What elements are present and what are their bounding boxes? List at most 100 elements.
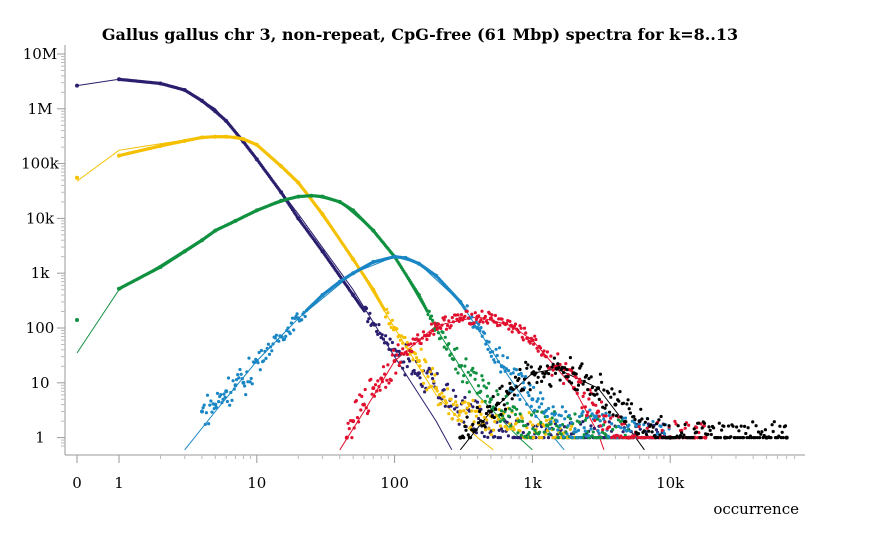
data-point [488, 404, 492, 408]
data-point [628, 411, 633, 415]
data-point [278, 189, 282, 193]
data-point [209, 399, 213, 403]
data-point [544, 355, 548, 359]
data-point [382, 341, 387, 345]
data-point [501, 397, 505, 401]
data-point [443, 404, 447, 408]
data-point [226, 376, 231, 380]
data-point [471, 405, 475, 409]
data-point [386, 363, 390, 367]
data-point [415, 356, 419, 360]
data-point [303, 314, 307, 319]
data-point [375, 389, 379, 393]
data-point [504, 367, 508, 371]
data-point [410, 349, 414, 354]
data-point [395, 349, 399, 353]
x-tick-label: 1 [114, 474, 124, 492]
data-point [446, 323, 450, 328]
data-point [520, 416, 524, 420]
data-point [560, 405, 565, 409]
data-point [380, 380, 384, 384]
data-point [525, 436, 529, 440]
data-point [237, 376, 241, 380]
data-point [232, 387, 236, 391]
data-point [568, 427, 573, 431]
data-point [528, 341, 532, 345]
data-point [590, 434, 594, 438]
data-point [295, 312, 299, 316]
data-point [434, 386, 439, 391]
data-point [245, 370, 249, 374]
data-point [373, 323, 378, 327]
data-point [75, 83, 79, 88]
data-point [451, 402, 455, 406]
data-point [507, 327, 511, 331]
data-point [575, 388, 579, 392]
data-point [595, 414, 599, 418]
data-point [443, 399, 447, 403]
data-point [737, 429, 741, 433]
data-point [545, 350, 550, 354]
data-point [432, 379, 436, 383]
data-point [741, 436, 746, 440]
data-point [440, 391, 444, 395]
data-point [610, 387, 614, 391]
data-point [607, 420, 611, 424]
data-point [464, 357, 468, 361]
data-point [391, 348, 396, 352]
data-point [533, 428, 537, 432]
data-point [527, 381, 531, 385]
data-point [485, 421, 489, 425]
data-point [253, 360, 257, 365]
data-point [475, 400, 480, 404]
data-point [493, 360, 497, 364]
data-point [621, 430, 625, 434]
data-point [550, 373, 554, 377]
data-point [662, 423, 667, 427]
data-point [413, 371, 417, 376]
data-point [564, 362, 568, 366]
data-point [511, 371, 515, 375]
data-point [484, 386, 488, 390]
data-point [630, 419, 635, 423]
data-point [603, 406, 607, 410]
data-point [483, 425, 487, 429]
data-point [502, 417, 506, 421]
data-point [224, 389, 229, 394]
data-point [410, 372, 414, 376]
data-point [496, 417, 500, 422]
data-point [284, 334, 288, 338]
data-point [524, 331, 528, 335]
data-point [411, 358, 415, 362]
data-point [265, 346, 269, 350]
data-point [528, 436, 533, 440]
data-point [596, 429, 600, 433]
data-point [444, 327, 449, 331]
data-point [477, 416, 481, 421]
data-point [379, 336, 383, 340]
data-point [560, 423, 565, 427]
data-point [589, 424, 593, 428]
data-point [539, 421, 543, 425]
data-point [578, 420, 582, 425]
data-point [579, 436, 583, 440]
data-point [451, 357, 455, 362]
data-point [564, 410, 568, 414]
data-point [395, 353, 399, 357]
data-point [418, 364, 422, 368]
data-point [212, 135, 216, 139]
data-point [239, 372, 243, 376]
data-point [494, 321, 499, 325]
data-point [647, 429, 651, 433]
data-point [575, 391, 579, 395]
data-point [489, 433, 493, 437]
data-point [542, 430, 546, 434]
data-point [556, 436, 560, 440]
data-point [496, 360, 500, 364]
data-point [488, 397, 493, 402]
data-point [396, 343, 400, 347]
data-point [657, 418, 661, 422]
x-tick-label: 1k [523, 474, 543, 492]
data-point [547, 432, 551, 436]
